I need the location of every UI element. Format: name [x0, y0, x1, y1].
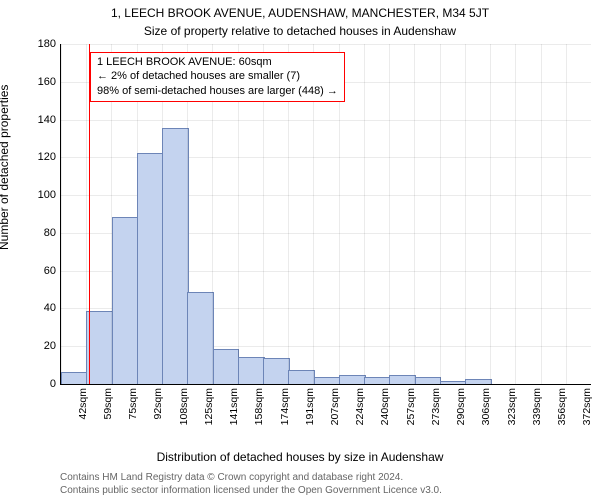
x-tick-label: 125sqm	[203, 388, 215, 425]
gridline-v	[515, 44, 516, 384]
info-box: 1 LEECH BROOK AVENUE: 60sqm← 2% of detac…	[90, 52, 345, 102]
histogram-bar	[213, 349, 240, 384]
x-tick-label: 372sqm	[581, 388, 593, 425]
x-tick-label: 174sqm	[279, 388, 291, 425]
histogram-bar	[288, 370, 315, 384]
gridline-v	[465, 44, 466, 384]
x-tick-label: 92sqm	[152, 388, 164, 420]
x-tick-label: 191sqm	[304, 388, 316, 425]
gridline-v	[364, 44, 365, 384]
gridline-v	[566, 44, 567, 384]
y-tick-label: 180	[30, 38, 56, 50]
gridline-v	[541, 44, 542, 384]
x-tick-label: 339sqm	[531, 388, 543, 425]
y-tick-label: 0	[30, 378, 56, 390]
histogram-bar	[238, 357, 265, 384]
gridline-h	[61, 120, 591, 121]
x-tick-label: 207sqm	[329, 388, 341, 425]
y-tick-label: 100	[30, 189, 56, 201]
chart-subtitle: Size of property relative to detached ho…	[0, 24, 600, 38]
x-tick-label: 75sqm	[127, 388, 139, 420]
y-tick-label: 140	[30, 114, 56, 126]
histogram-bar	[61, 372, 88, 384]
footer-line-2: Contains public sector information licen…	[60, 484, 442, 497]
gridline-v	[389, 44, 390, 384]
gridline-v	[61, 44, 62, 384]
gridline-v	[490, 44, 491, 384]
x-tick-label: 224sqm	[354, 388, 366, 425]
histogram-bar	[314, 377, 341, 384]
gridline-h	[61, 44, 591, 45]
histogram-bar	[364, 377, 391, 384]
y-tick-label: 120	[30, 151, 56, 163]
y-tick-label: 160	[30, 76, 56, 88]
y-tick-label: 80	[30, 227, 56, 239]
gridline-v	[440, 44, 441, 384]
histogram-bar	[339, 375, 366, 384]
y-axis-label: Number of detached properties	[0, 85, 11, 250]
histogram-bar	[187, 292, 214, 384]
histogram-bar	[465, 379, 492, 384]
info-box-line: ← 2% of detached houses are smaller (7)	[97, 69, 338, 83]
x-tick-label: 59sqm	[102, 388, 114, 420]
x-axis-label: Distribution of detached houses by size …	[0, 450, 600, 464]
info-box-line: 98% of semi-detached houses are larger (…	[97, 84, 338, 98]
histogram-bar	[112, 217, 139, 384]
histogram-bar	[162, 128, 189, 384]
x-tick-label: 158sqm	[253, 388, 265, 425]
x-tick-label: 141sqm	[228, 388, 240, 425]
x-tick-label: 356sqm	[556, 388, 568, 425]
footer-line-1: Contains HM Land Registry data © Crown c…	[60, 471, 442, 484]
histogram-bar	[415, 377, 442, 384]
y-tick-label: 60	[30, 265, 56, 277]
x-tick-label: 257sqm	[405, 388, 417, 425]
x-tick-label: 273sqm	[430, 388, 442, 425]
histogram-bar	[137, 153, 164, 384]
footer-attribution: Contains HM Land Registry data © Crown c…	[60, 471, 442, 497]
histogram-bar	[263, 358, 290, 384]
histogram-bar	[389, 375, 416, 384]
info-box-line: 1 LEECH BROOK AVENUE: 60sqm	[97, 55, 338, 69]
x-tick-label: 42sqm	[77, 388, 89, 420]
histogram-bar	[86, 311, 113, 384]
y-tick-label: 40	[30, 302, 56, 314]
x-tick-label: 323sqm	[506, 388, 518, 425]
y-tick-label: 20	[30, 340, 56, 352]
histogram-bar	[440, 381, 467, 384]
chart-title: 1, LEECH BROOK AVENUE, AUDENSHAW, MANCHE…	[0, 6, 600, 20]
x-tick-label: 108sqm	[178, 388, 190, 425]
x-tick-label: 240sqm	[379, 388, 391, 425]
x-tick-label: 290sqm	[455, 388, 467, 425]
x-tick-label: 306sqm	[480, 388, 492, 425]
gridline-v	[414, 44, 415, 384]
